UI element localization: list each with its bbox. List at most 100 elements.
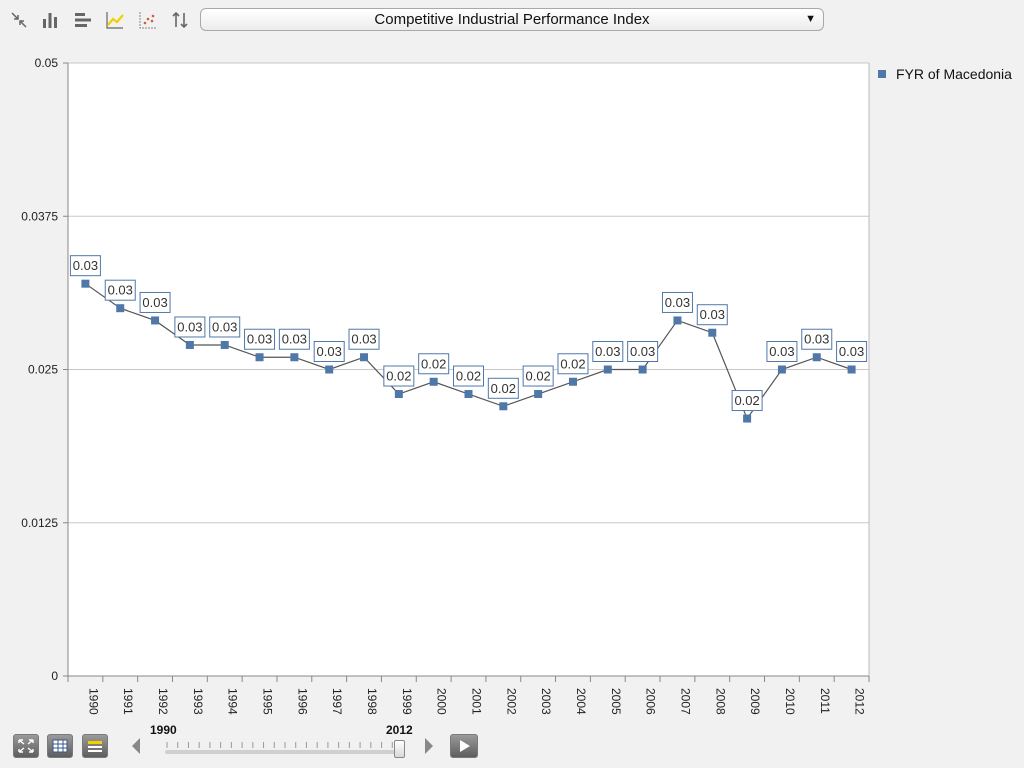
data-point[interactable] [847,365,856,374]
data-point[interactable] [290,353,299,362]
data-point[interactable] [220,340,229,349]
y-tick-label: 0 [51,669,58,683]
data-label: 0.03 [73,258,98,273]
data-label: 0.03 [317,344,342,359]
x-tick-label: 2010 [783,688,797,715]
x-tick-label: 1991 [121,688,135,715]
data-label-box [104,279,136,301]
data-label-box [383,365,415,387]
data-point[interactable] [638,365,647,374]
x-tick-label: 2000 [435,688,449,715]
x-tick-label: 1993 [191,688,205,715]
slider-start-label: 1990 [150,723,177,737]
y-tick-label: 0.05 [35,56,59,70]
scatter-plot-icon[interactable] [136,8,160,32]
y-tick-label: 0.0375 [21,209,58,223]
x-tick-label: 1996 [295,688,309,715]
data-point[interactable] [116,304,125,313]
data-label-box [313,341,345,362]
data-label-box [766,341,798,362]
x-tick-label: 2007 [678,688,692,715]
data-label-box [348,328,380,350]
data-point[interactable] [429,377,438,386]
data-label: 0.02 [560,356,585,371]
data-label: 0.03 [247,332,272,347]
data-label: 0.03 [665,295,690,310]
data-point[interactable] [534,390,543,399]
data-point[interactable] [673,316,682,325]
x-tick-label: 2008 [713,688,727,715]
data-point[interactable] [255,353,264,362]
data-label: 0.03 [351,332,376,347]
data-point[interactable] [464,390,473,399]
data-label: 0.03 [769,344,794,359]
legend-entry[interactable]: FYR of Macedonia [896,66,1012,82]
bottom-bar: 1990 2012 [0,723,1024,768]
data-label-box [418,353,450,375]
data-label-box [487,377,519,399]
play-icon[interactable] [450,734,478,758]
data-label: 0.02 [456,369,481,384]
data-label-box [836,341,868,362]
x-tick-label: 2006 [644,688,658,715]
data-label: 0.03 [595,344,620,359]
data-label: 0.03 [108,283,133,298]
legend: FYR of Macedonia [878,66,1012,82]
x-tick-label: 1990 [86,688,100,715]
bar-chart-icon[interactable] [38,8,62,32]
data-label: 0.03 [804,332,829,347]
chevron-down-icon: ▼ [805,13,816,25]
next-icon[interactable] [423,736,435,756]
data-point[interactable] [743,414,752,423]
data-label: 0.03 [177,319,202,334]
table-view-icon[interactable] [47,734,73,758]
line-chart-icon[interactable] [103,8,127,32]
data-label-box [801,328,833,350]
legend-toggle-icon[interactable] [82,734,108,758]
data-label-box [627,341,659,362]
data-label-box [174,316,206,338]
fullscreen-icon[interactable] [13,734,39,758]
horizontal-bar-icon[interactable] [71,8,95,32]
data-label: 0.03 [282,332,307,347]
data-point[interactable] [777,365,786,374]
sort-icon[interactable] [168,8,192,32]
previous-icon[interactable] [130,736,142,756]
data-point[interactable] [151,316,160,325]
collapse-icon[interactable] [7,8,31,32]
indicator-dropdown[interactable]: Competitive Industrial Performance Index… [200,8,824,31]
x-tick-label: 2009 [748,688,762,715]
data-point[interactable] [499,402,508,411]
x-tick-label: 2002 [504,688,518,715]
data-point[interactable] [568,377,577,386]
data-label: 0.03 [839,344,864,359]
x-tick-label: 1997 [330,688,344,715]
legend-swatch [878,70,886,78]
data-label: 0.03 [212,319,237,334]
x-tick-label: 2004 [574,688,588,715]
data-label-box [696,304,728,326]
y-tick-label: 0.0125 [21,516,58,530]
data-point[interactable] [360,353,369,362]
x-tick-label: 2011 [818,688,832,714]
x-tick-label: 2001 [470,688,484,715]
chart-toolbar: Competitive Industrial Performance Index… [0,0,1024,42]
data-label-box [244,328,276,350]
data-label: 0.02 [525,369,550,384]
data-point[interactable] [812,353,821,362]
data-label: 0.02 [421,356,446,371]
data-label-box [557,353,589,375]
data-label-box [453,365,484,387]
timeline-slider[interactable] [165,750,405,754]
data-point[interactable] [81,279,90,288]
data-label: 0.02 [734,393,759,408]
x-tick-label: 2003 [539,688,553,715]
data-point[interactable] [185,340,194,349]
data-point[interactable] [325,365,334,374]
x-tick-label: 1994 [226,688,240,715]
data-point[interactable] [394,390,403,399]
slider-handle[interactable] [394,740,405,758]
data-point[interactable] [603,365,612,374]
data-point[interactable] [708,328,717,337]
x-tick-label: 1995 [261,688,275,715]
